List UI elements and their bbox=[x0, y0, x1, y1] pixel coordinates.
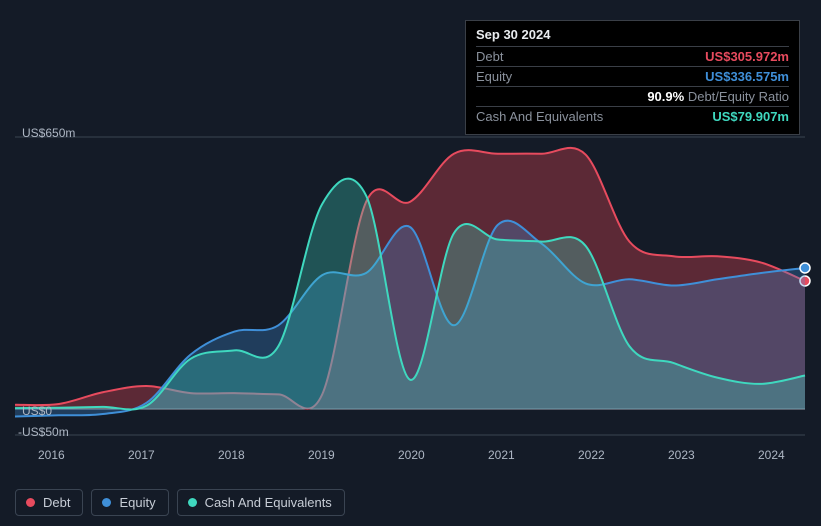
tooltip-label: Equity bbox=[476, 69, 512, 84]
x-axis-year: 2024 bbox=[758, 448, 785, 462]
legend-swatch bbox=[188, 498, 197, 507]
x-axis-year: 2021 bbox=[488, 448, 515, 462]
x-axis-year: 2019 bbox=[308, 448, 335, 462]
tooltip-row-equity: Equity US$336.575m bbox=[476, 67, 789, 87]
legend-label: Equity bbox=[119, 495, 155, 510]
legend-item-debt[interactable]: Debt bbox=[15, 489, 83, 516]
y-axis-label: US$0 bbox=[22, 404, 52, 418]
legend-item-equity[interactable]: Equity bbox=[91, 489, 168, 516]
financial-chart: US$650m US$0 -US$50m 2016 2017 2018 2019 202… bbox=[0, 0, 821, 526]
legend-swatch bbox=[26, 498, 35, 507]
x-axis-year: 2023 bbox=[668, 448, 695, 462]
y-axis-label: US$650m bbox=[22, 126, 75, 140]
legend-label: Cash And Equivalents bbox=[205, 495, 332, 510]
x-axis-year: 2017 bbox=[128, 448, 155, 462]
tooltip-row-debt: Debt US$305.972m bbox=[476, 47, 789, 67]
legend-label: Debt bbox=[43, 495, 70, 510]
x-axis-year: 2018 bbox=[218, 448, 245, 462]
tooltip-date: Sep 30 2024 bbox=[476, 27, 789, 47]
tooltip-value: US$336.575m bbox=[705, 69, 789, 84]
x-axis-year: 2020 bbox=[398, 448, 425, 462]
x-axis-year: 2022 bbox=[578, 448, 605, 462]
legend-item-cash[interactable]: Cash And Equivalents bbox=[177, 489, 345, 516]
y-axis-label: -US$50m bbox=[18, 425, 69, 439]
x-axis-year: 2016 bbox=[38, 448, 65, 462]
legend-swatch bbox=[102, 498, 111, 507]
tooltip-ratio: 90.9% Debt/Equity Ratio bbox=[476, 87, 789, 107]
tooltip-value: US$305.972m bbox=[705, 49, 789, 64]
tooltip-label: Cash And Equivalents bbox=[476, 109, 603, 124]
chart-legend: Debt Equity Cash And Equivalents bbox=[15, 489, 345, 516]
tooltip-row-cash: Cash And Equivalents US$79.907m bbox=[476, 107, 789, 126]
chart-tooltip: Sep 30 2024 Debt US$305.972m Equity US$3… bbox=[465, 20, 800, 135]
tooltip-value: US$79.907m bbox=[712, 109, 789, 124]
tooltip-label: Debt bbox=[476, 49, 503, 64]
